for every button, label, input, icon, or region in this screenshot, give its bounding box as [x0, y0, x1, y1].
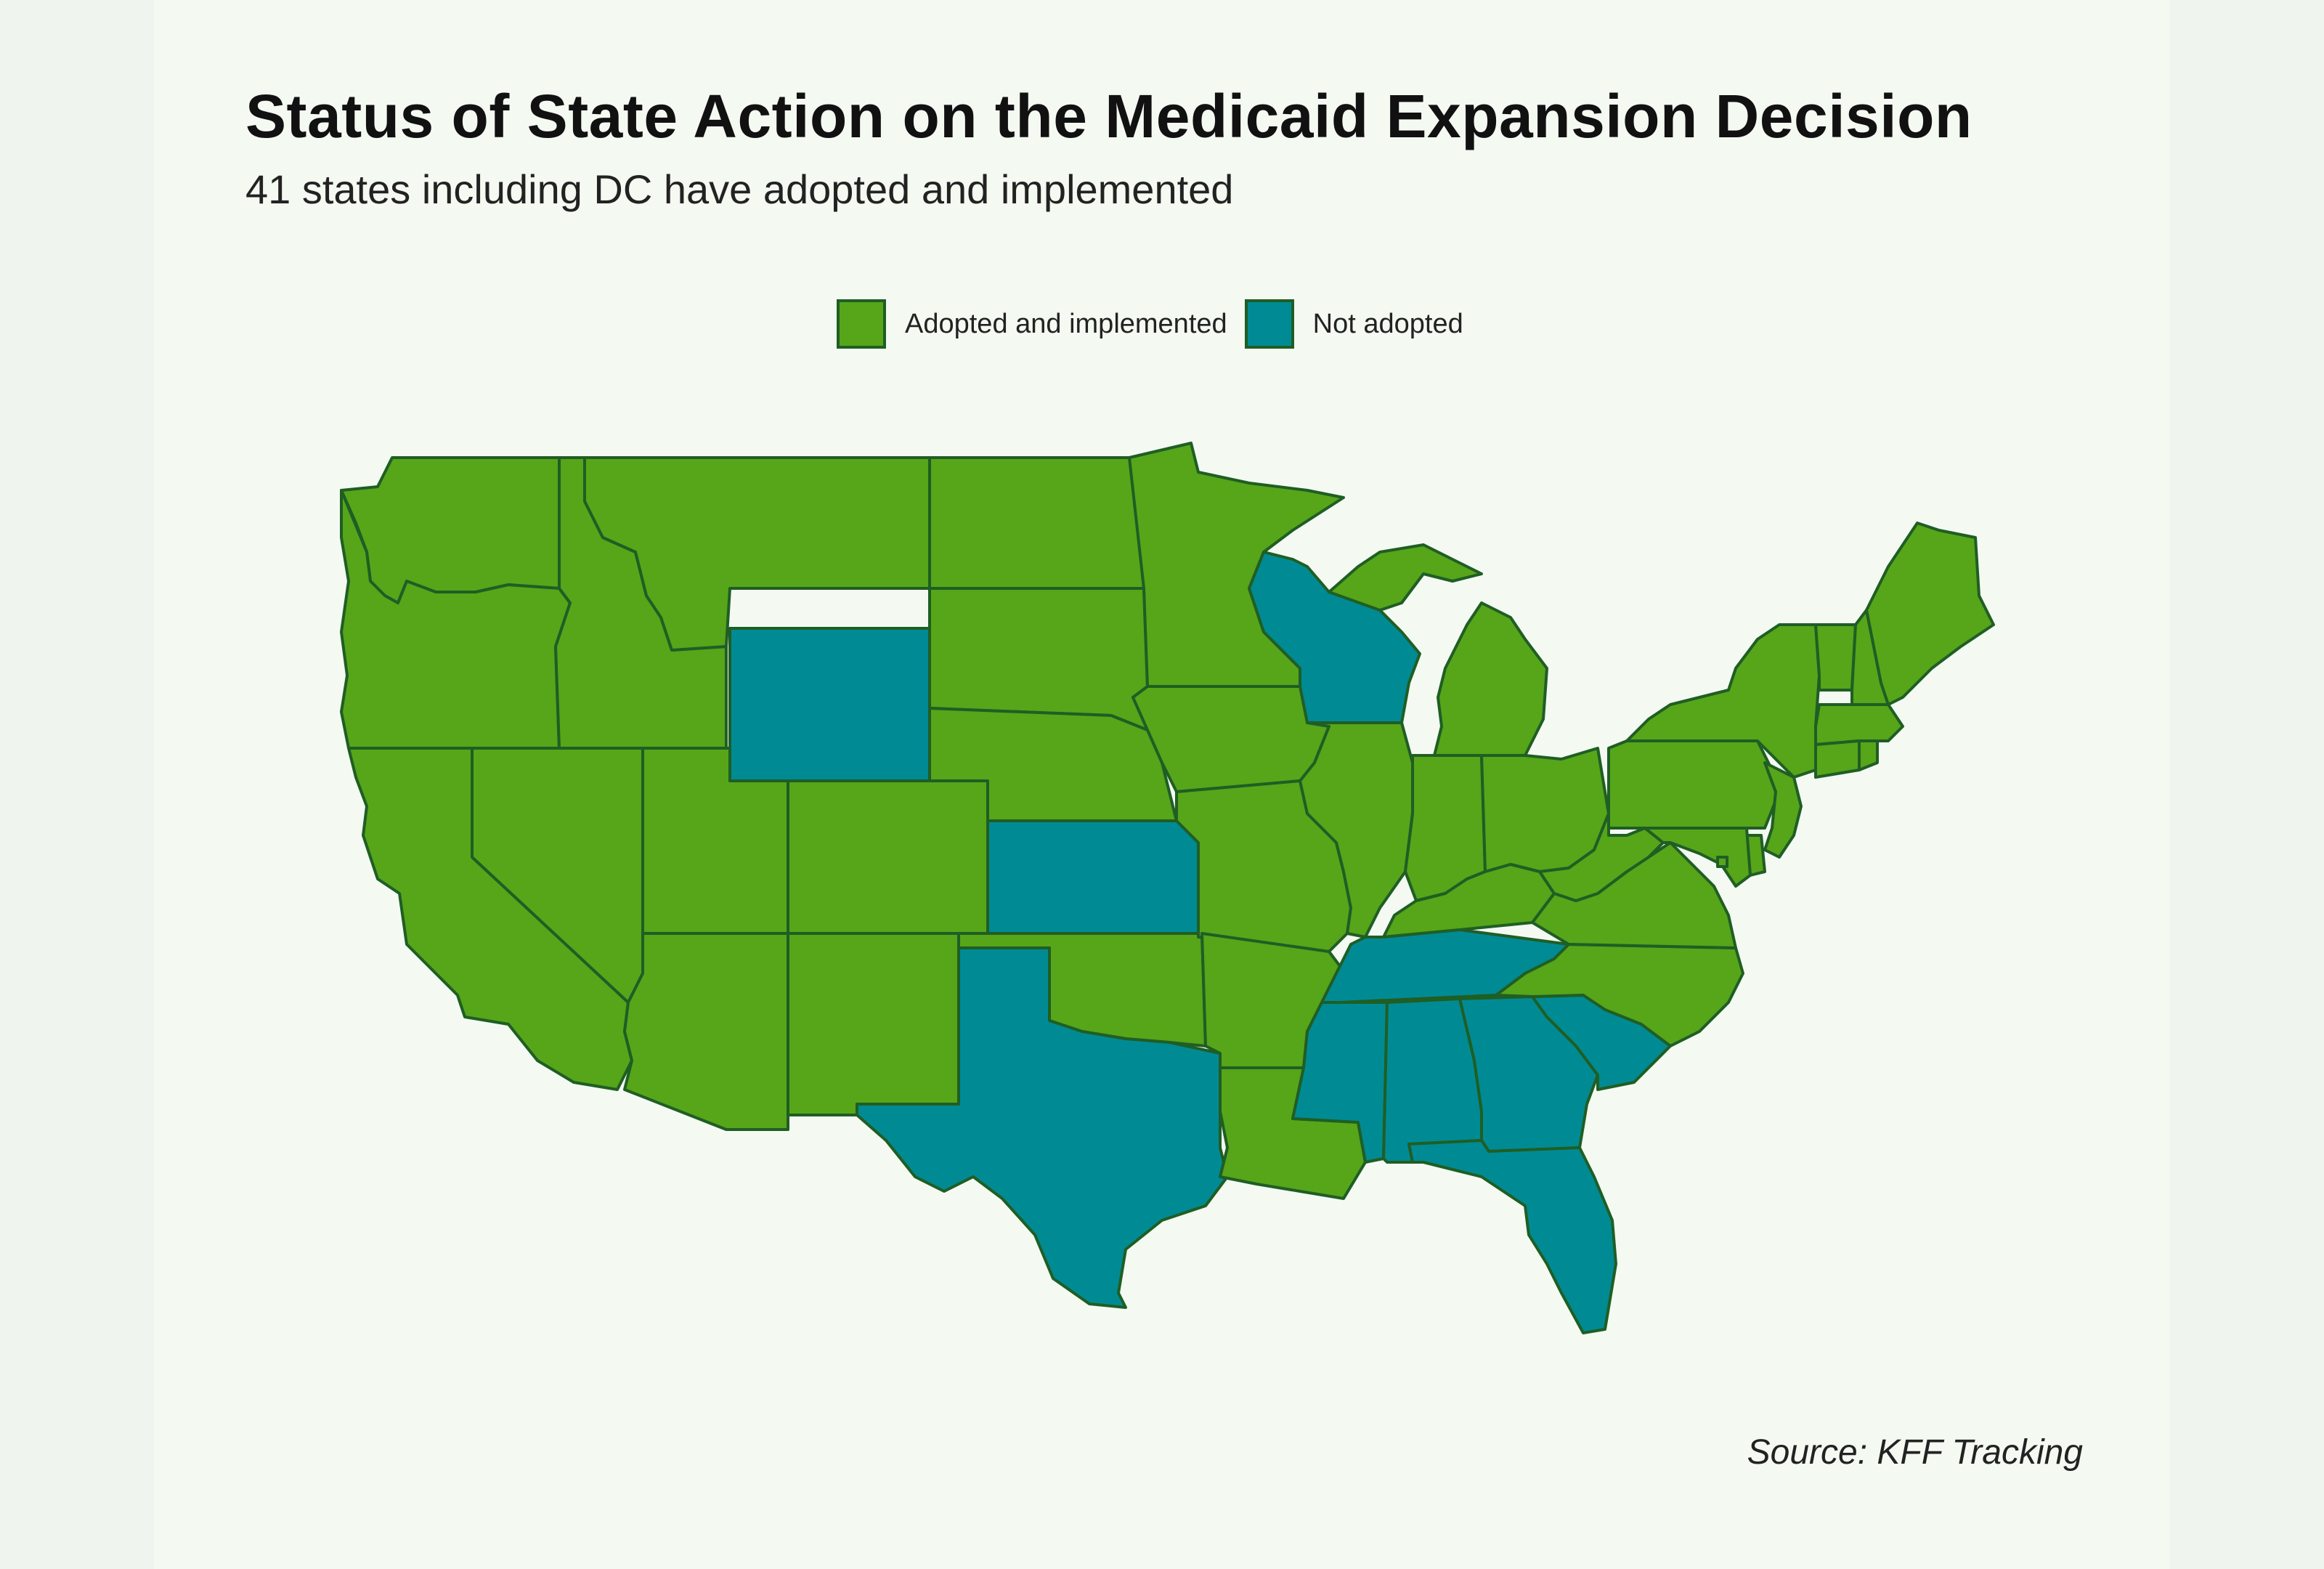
- legend-label-adopted: Adopted and implemented: [905, 308, 1227, 339]
- state-wyoming[interactable]: [728, 627, 931, 782]
- state-maine[interactable]: [1865, 522, 1995, 706]
- state-new-mexico[interactable]: [787, 932, 960, 1116]
- chart-title: Status of State Action on the Medicaid E…: [245, 82, 1972, 150]
- legend-item-not-adopted: Not adopted: [1244, 299, 1463, 349]
- state-colorado[interactable]: [787, 779, 989, 935]
- state-district-of-columbia[interactable]: [1716, 856, 1728, 868]
- state-kentucky[interactable]: [1382, 863, 1556, 938]
- legend: Adopted and implemented Not adopted: [837, 298, 1481, 350]
- state-north-carolina[interactable]: [1495, 943, 1744, 1047]
- chart-subtitle: 41 states including DC have adopted and …: [245, 166, 1234, 212]
- state-florida[interactable]: [1407, 1139, 1617, 1334]
- state-new-york[interactable]: [1625, 623, 1821, 779]
- state-massachusetts[interactable]: [1814, 703, 1904, 746]
- state-wisconsin[interactable]: [1248, 551, 1421, 724]
- state-new-jersey[interactable]: [1763, 761, 1803, 859]
- state-kansas[interactable]: [986, 819, 1203, 935]
- legend-label-not-adopted: Not adopted: [1312, 308, 1463, 339]
- state-washington[interactable]: [340, 456, 561, 604]
- state-connecticut[interactable]: [1814, 739, 1861, 779]
- state-north-dakota[interactable]: [928, 456, 1145, 590]
- state-vermont[interactable]: [1814, 623, 1857, 692]
- state-arizona[interactable]: [623, 932, 789, 1131]
- state-pennsylvania[interactable]: [1607, 739, 1781, 830]
- state-michigan[interactable]: [1328, 543, 1548, 757]
- legend-swatch-adopted: [837, 299, 886, 349]
- legend-swatch-not-adopted: [1244, 299, 1294, 349]
- state-texas[interactable]: [856, 946, 1229, 1309]
- state-rhode-island[interactable]: [1858, 739, 1879, 771]
- legend-item-adopted: Adopted and implemented: [837, 299, 1227, 349]
- source-note: Source: KFF Tracking: [1747, 1433, 2083, 1472]
